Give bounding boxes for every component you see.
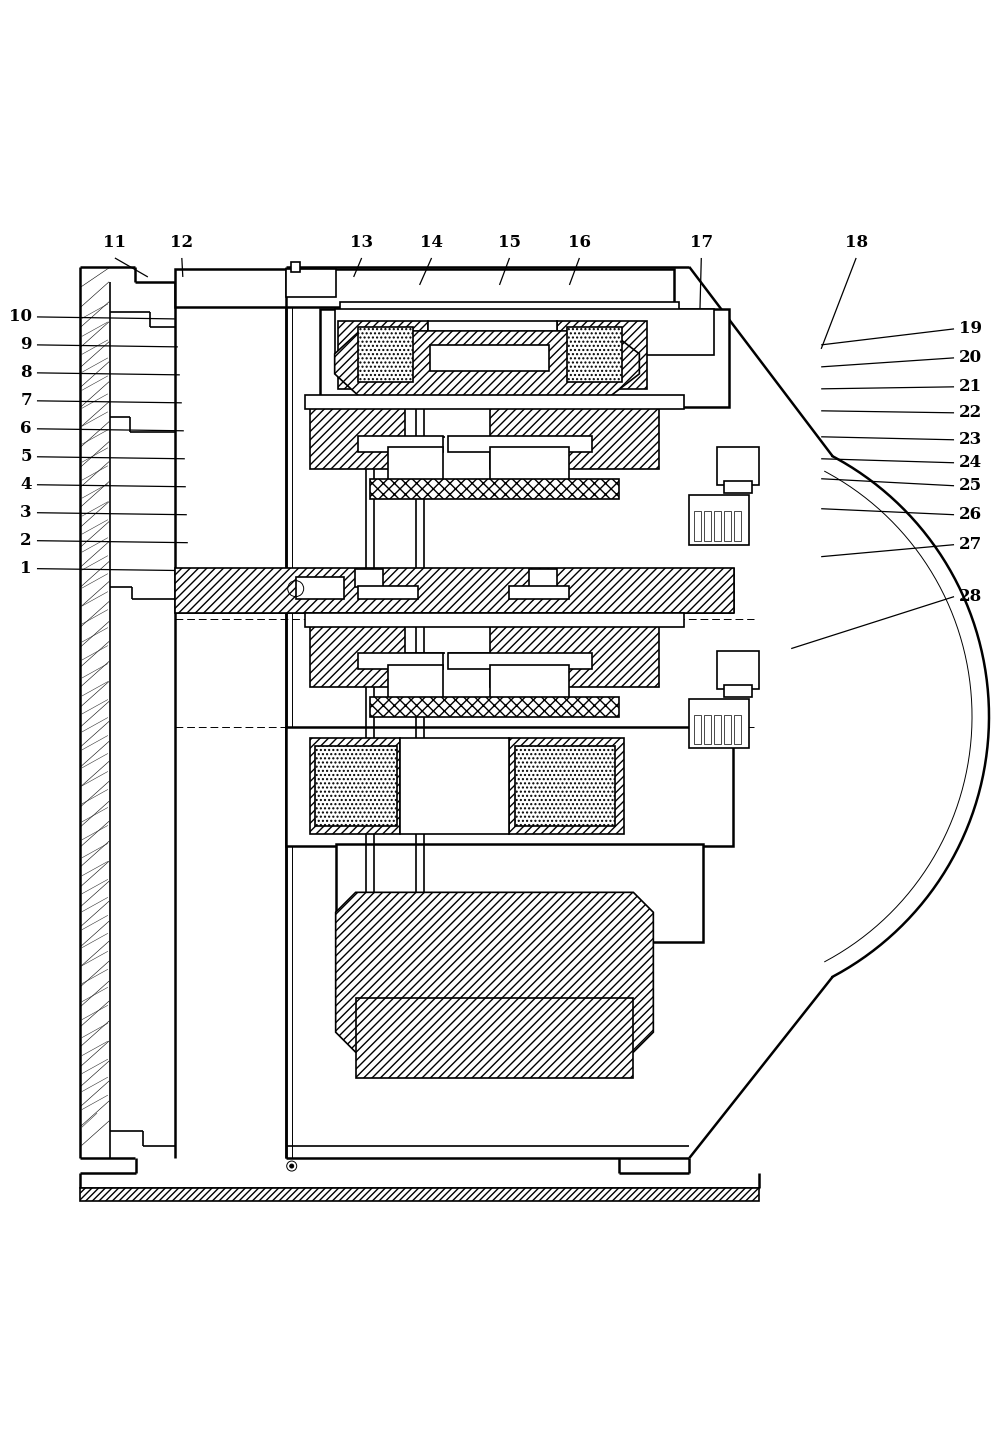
Text: 10: 10 [9, 308, 32, 325]
Text: 14: 14 [420, 234, 444, 251]
Text: 16: 16 [567, 234, 591, 251]
Bar [291, 262, 300, 272]
Text: 20: 20 [959, 349, 982, 366]
Bar [714, 715, 721, 744]
Bar [428, 321, 557, 389]
Bar [490, 622, 659, 686]
Bar [388, 664, 443, 706]
Bar [358, 652, 443, 668]
Bar [315, 747, 397, 827]
Bar [490, 664, 569, 706]
Bar [175, 568, 734, 613]
Bar [448, 436, 592, 452]
Bar [529, 568, 557, 587]
Bar [310, 622, 405, 686]
Bar [336, 844, 703, 943]
Bar [694, 510, 701, 541]
Text: 11: 11 [103, 234, 127, 251]
Polygon shape [335, 331, 639, 397]
Bar [430, 344, 549, 371]
Text: 13: 13 [350, 234, 374, 251]
Text: 23: 23 [959, 432, 982, 449]
Bar [689, 494, 749, 545]
Text: 8: 8 [20, 365, 32, 381]
Bar [286, 269, 336, 296]
Bar [717, 446, 759, 485]
Bar [490, 446, 569, 488]
Bar [734, 510, 741, 541]
Bar [80, 1189, 759, 1202]
Bar [286, 726, 733, 847]
Text: 18: 18 [844, 234, 868, 251]
Bar [305, 613, 684, 626]
Bar [310, 405, 405, 469]
Text: 9: 9 [20, 337, 32, 353]
Bar [358, 586, 418, 599]
Polygon shape [356, 998, 633, 1026]
Bar [509, 738, 624, 834]
Bar [448, 652, 592, 668]
Bar [296, 577, 344, 599]
Text: 28: 28 [959, 588, 982, 604]
Text: 7: 7 [20, 392, 32, 410]
Bar [724, 481, 752, 493]
Bar [355, 568, 383, 587]
Bar [704, 715, 711, 744]
Bar [557, 321, 647, 389]
Bar [175, 269, 674, 307]
Bar [734, 715, 741, 744]
Bar [714, 510, 721, 541]
Bar [400, 738, 509, 834]
Bar [356, 998, 633, 1078]
Text: 3: 3 [20, 504, 32, 522]
Bar [724, 510, 731, 541]
Text: 17: 17 [689, 234, 713, 251]
Bar [704, 510, 711, 541]
Bar [724, 684, 752, 696]
Text: 25: 25 [959, 477, 982, 494]
Bar [320, 309, 729, 407]
Bar [335, 309, 714, 355]
Text: 12: 12 [170, 234, 194, 251]
Bar [338, 321, 428, 389]
Bar [689, 699, 749, 748]
Circle shape [290, 1164, 294, 1168]
Text: 4: 4 [20, 477, 32, 493]
Bar [310, 738, 400, 834]
Text: 24: 24 [959, 455, 982, 471]
Bar [694, 715, 701, 744]
Bar [717, 651, 759, 689]
Text: 27: 27 [959, 536, 982, 554]
Text: 1: 1 [20, 561, 32, 577]
Bar [388, 446, 443, 488]
Bar [370, 696, 619, 716]
Polygon shape [336, 892, 653, 1052]
Text: 22: 22 [959, 404, 982, 421]
Text: 2: 2 [20, 532, 32, 549]
Text: 21: 21 [959, 378, 982, 395]
Bar [370, 478, 619, 498]
Bar [358, 436, 443, 452]
Bar [358, 327, 413, 382]
Text: 19: 19 [959, 321, 982, 337]
Bar [509, 586, 569, 599]
Text: 15: 15 [498, 234, 521, 251]
Bar [490, 405, 659, 469]
Bar [340, 302, 679, 323]
Bar [305, 395, 684, 408]
Text: 26: 26 [959, 506, 982, 523]
Bar [515, 747, 615, 827]
Bar [340, 320, 679, 341]
Bar [724, 715, 731, 744]
Bar [567, 327, 622, 382]
Text: 5: 5 [20, 449, 32, 465]
Text: 6: 6 [20, 420, 32, 437]
